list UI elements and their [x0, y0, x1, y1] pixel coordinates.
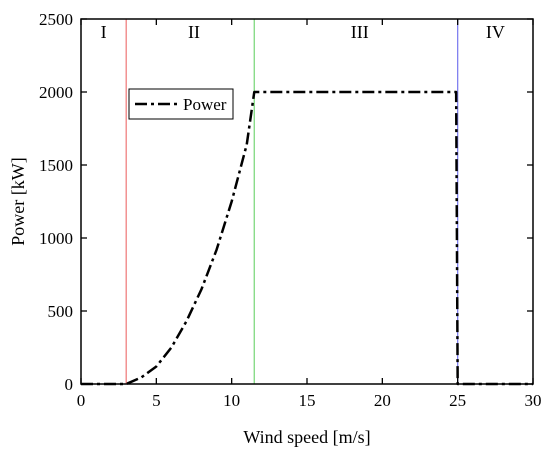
- legend-label-power: Power: [183, 95, 227, 114]
- y-tick-label: 2500: [39, 10, 73, 29]
- x-tick-label: 10: [223, 391, 240, 410]
- x-tick-label: 25: [449, 391, 466, 410]
- region-label-I: I: [101, 22, 107, 42]
- series-line-1: [81, 90, 533, 386]
- legend: Power: [128, 88, 234, 120]
- plot-frame: [80, 18, 534, 385]
- region-label-III: III: [351, 22, 369, 42]
- series-layer: [81, 90, 533, 386]
- region-label-IV: IV: [486, 22, 505, 42]
- x-tick-label: 30: [525, 391, 542, 410]
- y-tick-label: 2000: [39, 83, 73, 102]
- y-tick-label: 1000: [39, 229, 73, 248]
- x-tick-label: 20: [374, 391, 391, 410]
- axis-ticks: 0 5 10 15 20 25 30 0 500 1000 1500 2000 2500: [39, 10, 542, 410]
- region-labels: I II III IV: [101, 22, 505, 42]
- y-tick-label: 500: [48, 302, 74, 321]
- x-tick-label: 0: [77, 391, 86, 410]
- x-axis-title: Wind speed [m/s]: [243, 427, 370, 447]
- x-tick-label: 15: [299, 391, 316, 410]
- y-tick-label: 0: [65, 375, 74, 394]
- y-tick-label: 1500: [39, 156, 73, 175]
- region-boundaries: [125, 19, 459, 384]
- y-axis-title: Power [kW]: [8, 157, 28, 245]
- x-tick-label: 5: [152, 391, 161, 410]
- region-label-II: II: [188, 22, 200, 42]
